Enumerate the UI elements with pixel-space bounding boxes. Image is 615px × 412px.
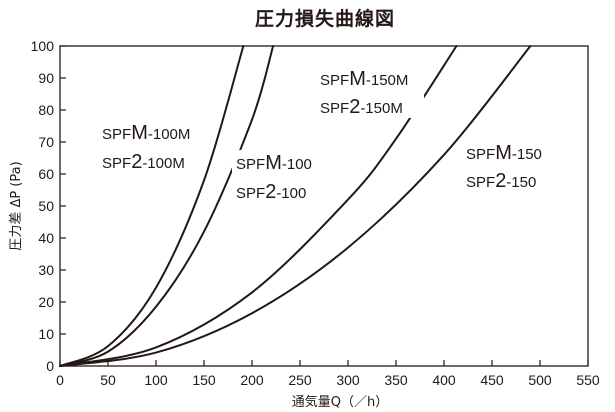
chart-title: 圧力損失曲線図 <box>254 8 395 30</box>
axis-ticks <box>59 45 589 367</box>
y-tick-label-90: 90 <box>38 70 54 86</box>
series-label-bg-3 <box>316 66 424 118</box>
x-axis-label: 通気量Q（／h） <box>292 394 388 410</box>
series-line-3 <box>59 45 458 367</box>
y-tick-label-80: 80 <box>38 102 54 118</box>
y-tick-label-100: 100 <box>31 38 55 54</box>
series-label-1-line-2: SPF2-100M <box>102 151 185 173</box>
x-tick-label-250: 250 <box>288 372 312 388</box>
series-label-bg-1 <box>98 120 206 172</box>
axis-tick-labels: 0 50 100 150 200 250 300 350 400 450 500 550 0 10 20 30… <box>31 38 600 388</box>
x-tick-label-0: 0 <box>56 372 64 388</box>
series-line-2 <box>59 45 275 367</box>
series-curves <box>59 45 532 367</box>
series-label-bg-4 <box>462 140 570 192</box>
x-tick-label-150: 150 <box>192 372 216 388</box>
series-label-4-line-2: SPF2-150 <box>466 170 536 192</box>
x-tick-label-350: 350 <box>384 372 408 388</box>
x-tick-label-450: 450 <box>480 372 504 388</box>
x-tick-label-400: 400 <box>432 372 456 388</box>
x-tick-label-550: 550 <box>576 372 600 388</box>
series-label-1-line-1: SPFM-100M <box>102 122 190 144</box>
y-tick-label-0: 0 <box>46 358 54 374</box>
x-tick-label-300: 300 <box>336 372 360 388</box>
series-label-bg-2 <box>232 150 340 202</box>
series-label-3-line-2: SPF2-150M <box>320 96 403 118</box>
x-tick-label-500: 500 <box>528 372 552 388</box>
y-tick-label-60: 60 <box>38 166 54 182</box>
y-tick-label-40: 40 <box>38 230 54 246</box>
series-line-1 <box>59 45 245 367</box>
series-label-3-line-1: SPFM-150M <box>320 68 408 90</box>
series-line-4 <box>59 45 532 367</box>
y-tick-label-30: 30 <box>38 262 54 278</box>
y-tick-label-20: 20 <box>38 294 54 310</box>
series-labels: SPFM-100M SPF2-100M SPFM-100 SPF2-100 SPFM-1… <box>98 66 570 203</box>
series-label-2-line-1: SPFM-100 <box>236 152 312 174</box>
x-tick-label-100: 100 <box>144 372 168 388</box>
x-tick-label-50: 50 <box>100 372 116 388</box>
x-tick-label-200: 200 <box>240 372 264 388</box>
y-axis-label: 圧力差 ΔP (Pa) <box>9 161 24 250</box>
y-tick-label-10: 10 <box>38 326 54 342</box>
y-tick-label-50: 50 <box>38 198 54 214</box>
series-label-2-line-2: SPF2-100 <box>236 181 306 203</box>
y-tick-label-70: 70 <box>38 134 54 150</box>
series-label-4-line-1: SPFM-150 <box>466 142 542 164</box>
